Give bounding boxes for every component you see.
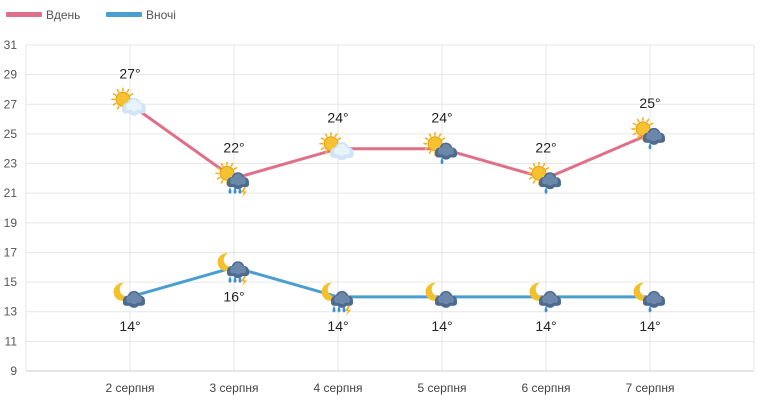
y-tick-label: 13 <box>4 305 18 319</box>
moon-cloud-rain-thunder-icon <box>217 253 250 287</box>
y-tick-label: 11 <box>5 334 18 348</box>
data-label-day: 27° <box>119 65 140 81</box>
sun-cloud-icon <box>111 87 146 116</box>
x-tick-label: 6 серпня <box>522 381 571 395</box>
y-tick-label: 27 <box>4 97 18 111</box>
sun-cloud-rain-icon <box>527 161 562 194</box>
data-label-day: 22° <box>535 139 556 155</box>
data-label-night: 16° <box>223 288 244 304</box>
y-tick-label: 25 <box>4 127 18 141</box>
grid <box>25 44 755 372</box>
data-label-day: 24° <box>431 110 452 126</box>
series-layer: 27° 22° 24° 24° 22° 25° 14° 16° 14° 14° 14° 14° <box>111 65 666 334</box>
legend: Вдень Вночі <box>6 8 176 22</box>
sun-cloud-rain-thunder-icon <box>215 161 250 198</box>
legend-item-night[interactable]: Вночі <box>106 8 176 22</box>
x-tick-label: 3 серпня <box>210 381 259 395</box>
x-tick-label: 7 серпня <box>626 381 675 395</box>
moon-cloud-rain-icon <box>529 282 562 313</box>
y-tick-label: 9 <box>10 364 17 378</box>
sun-cloud-rain-icon <box>423 131 458 165</box>
line-series-day <box>129 103 651 180</box>
legend-item-day[interactable]: Вдень <box>6 8 80 22</box>
sun-cloud-rain-icon <box>631 117 666 150</box>
line-series-night <box>129 265 650 299</box>
x-tick-label: 4 серпня <box>314 381 363 395</box>
data-label-night: 14° <box>119 318 140 334</box>
y-tick-label: 17 <box>4 245 18 259</box>
x-tick-label: 5 серпня <box>418 381 467 395</box>
x-tick-label: 2 серпня <box>106 381 155 395</box>
data-label-night: 14° <box>639 318 660 334</box>
legend-label-day: Вдень <box>46 8 80 22</box>
y-tick-label: 15 <box>4 275 18 289</box>
moon-cloud-icon <box>113 282 146 308</box>
moon-cloud-rain-icon <box>633 282 666 313</box>
data-label-day: 24° <box>327 110 348 126</box>
y-tick-label: 31 <box>4 38 18 52</box>
sun-cloud-icon <box>319 131 354 161</box>
legend-swatch-night <box>106 12 142 17</box>
data-label-night: 14° <box>535 318 556 334</box>
legend-label-night: Вночі <box>146 8 176 22</box>
y-axis: 9 11 13 15 17 19 21 23 25 27 29 31 <box>4 38 18 378</box>
x-axis: 2 серпня 3 серпня 4 серпня 5 серпня 6 серпня… <box>106 381 675 395</box>
data-label-night: 14° <box>431 318 452 334</box>
y-tick-label: 23 <box>4 157 18 171</box>
data-label-day: 25° <box>639 95 660 111</box>
data-label-night: 14° <box>327 318 348 334</box>
moon-cloud-icon <box>425 282 458 308</box>
data-label-day: 22° <box>223 139 244 155</box>
y-tick-label: 21 <box>4 186 18 200</box>
legend-swatch-day <box>6 12 42 17</box>
moon-cloud-rain-thunder-icon <box>321 282 354 316</box>
y-tick-label: 19 <box>4 216 18 230</box>
y-tick-label: 29 <box>4 68 18 82</box>
